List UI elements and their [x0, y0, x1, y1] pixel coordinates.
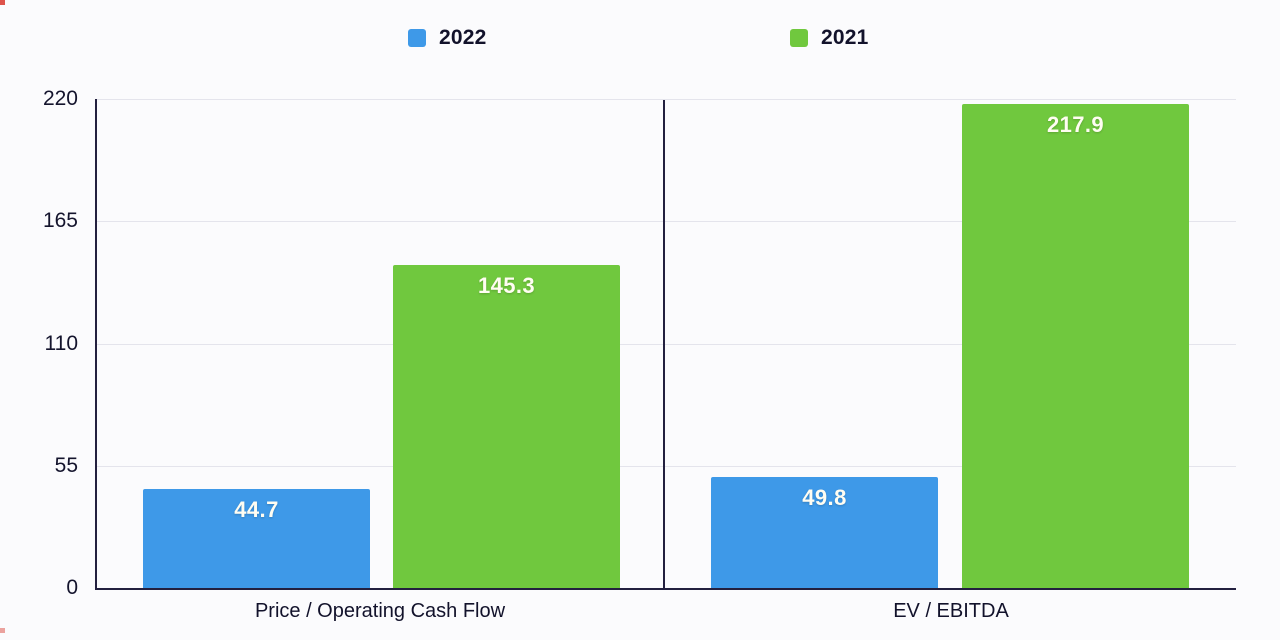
legend-swatch-2021-icon: [790, 29, 808, 47]
gridline-110: [96, 344, 1236, 345]
red-corner-artifact-top: [0, 0, 5, 5]
x-axis-baseline: [95, 588, 1236, 590]
legend-label-2021: 2021: [821, 26, 869, 49]
legend-label-2022: 2022: [439, 26, 487, 49]
y-tick-label-0: 0: [66, 576, 78, 599]
y-axis-line: [95, 99, 97, 590]
bar-2021-price-operating-cash-flow[interactable]: 145.3: [393, 265, 620, 588]
category-label-price-operating-cash-flow: Price / Operating Cash Flow: [254, 600, 506, 622]
red-corner-artifact-bottom: [0, 628, 5, 633]
gridline-220: [96, 99, 1236, 100]
bar-value-label-2022-ev-ebitda: 49.8: [802, 485, 847, 510]
y-tick-label-110: 110: [44, 332, 78, 355]
category-label-ev-ebitda: EV / EBITDA: [893, 600, 1009, 622]
panel-divider-line: [663, 100, 665, 588]
bar-2022-price-operating-cash-flow[interactable]: 44.7: [143, 489, 370, 588]
bar-value-label-2021-price-ocf: 145.3: [477, 273, 536, 298]
bar-2021-ev-ebitda[interactable]: 217.9: [962, 104, 1189, 588]
gridline-165: [96, 221, 1236, 222]
legend-swatch-2022-icon: [408, 29, 426, 47]
bar-2022-ev-ebitda[interactable]: 49.8: [711, 477, 938, 588]
legend-item-2021[interactable]: 2021: [790, 26, 869, 49]
bar-value-label-2021-ev-ebitda: 217.9: [1046, 112, 1105, 137]
gridline-55: [96, 466, 1236, 467]
y-tick-label-55: 55: [54, 454, 78, 477]
y-tick-label-220: 220: [42, 87, 78, 110]
y-tick-label-165: 165: [42, 209, 78, 232]
bar-value-label-2022-price-ocf: 44.7: [234, 497, 279, 522]
legend-item-2022[interactable]: 2022: [408, 26, 487, 49]
